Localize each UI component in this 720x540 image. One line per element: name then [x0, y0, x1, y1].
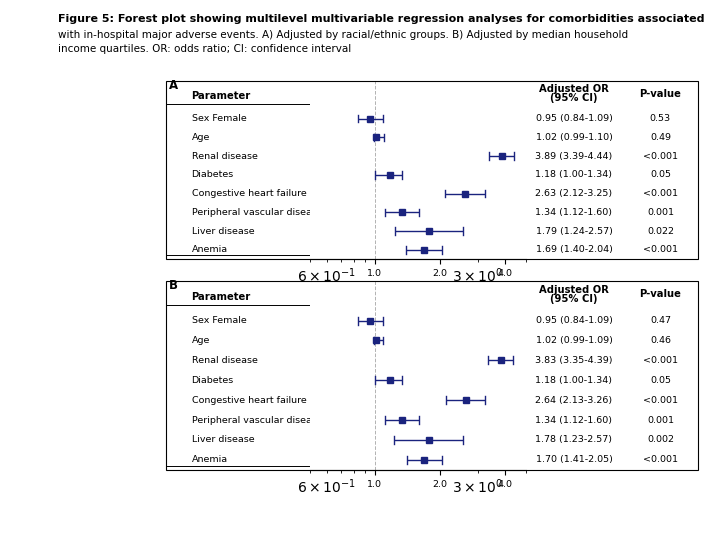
- Text: with in-hospital major adverse events. A) Adjusted by racial/ethnic groups. B) A: with in-hospital major adverse events. A…: [58, 30, 628, 40]
- Text: Parameter: Parameter: [192, 91, 251, 101]
- Text: Liver disease: Liver disease: [192, 227, 254, 235]
- Text: P-value: P-value: [639, 289, 681, 299]
- Text: Diabetes: Diabetes: [192, 170, 234, 179]
- Text: 0.05: 0.05: [650, 170, 671, 179]
- Text: Peripheral vascular disease: Peripheral vascular disease: [192, 416, 323, 424]
- Text: Parameter: Parameter: [192, 292, 251, 302]
- Text: Liver disease: Liver disease: [192, 435, 254, 444]
- Text: Diabetes: Diabetes: [192, 376, 234, 385]
- Text: 1.34 (1.12-1.60): 1.34 (1.12-1.60): [536, 208, 613, 217]
- Text: 0.95 (0.84-1.09): 0.95 (0.84-1.09): [536, 114, 613, 123]
- Text: Peripheral vascular disease: Peripheral vascular disease: [192, 208, 323, 217]
- Text: 1.78 (1.23-2.57): 1.78 (1.23-2.57): [536, 435, 613, 444]
- Text: Adjusted OR: Adjusted OR: [539, 84, 609, 94]
- Text: 1.02 (0.99-1.10): 1.02 (0.99-1.10): [536, 133, 613, 142]
- Text: Congestive heart failure: Congestive heart failure: [192, 189, 306, 198]
- Text: Adjusted OR: Adjusted OR: [539, 285, 609, 295]
- Text: 0.001: 0.001: [647, 208, 674, 217]
- Text: <0.001: <0.001: [643, 396, 678, 404]
- Text: Renal disease: Renal disease: [192, 152, 257, 160]
- Text: (95% CI): (95% CI): [550, 294, 598, 303]
- Text: 1.18 (1.00-1.34): 1.18 (1.00-1.34): [536, 376, 613, 385]
- Text: 1.02 (0.99-1.09): 1.02 (0.99-1.09): [536, 336, 613, 345]
- Text: Anemia: Anemia: [192, 455, 228, 464]
- Text: B: B: [168, 279, 177, 292]
- Text: 1.70 (1.41-2.05): 1.70 (1.41-2.05): [536, 455, 613, 464]
- Text: 1.18 (1.00-1.34): 1.18 (1.00-1.34): [536, 170, 613, 179]
- Text: 0.46: 0.46: [650, 336, 671, 345]
- Text: 1.79 (1.24-2.57): 1.79 (1.24-2.57): [536, 227, 613, 235]
- Text: (95% CI): (95% CI): [550, 93, 598, 103]
- Text: Figure 5: Forest plot showing multilevel multivariable regression analyses for c: Figure 5: Forest plot showing multilevel…: [58, 14, 704, 24]
- Text: <0.001: <0.001: [643, 356, 678, 365]
- Text: 1.69 (1.40-2.04): 1.69 (1.40-2.04): [536, 245, 613, 254]
- Text: 0.05: 0.05: [650, 376, 671, 385]
- Text: 0.49: 0.49: [650, 133, 671, 142]
- Text: 2.63 (2.12-3.25): 2.63 (2.12-3.25): [536, 189, 613, 198]
- Text: P-value: P-value: [639, 89, 681, 99]
- Text: Congestive heart failure: Congestive heart failure: [192, 396, 306, 404]
- Text: Age: Age: [192, 133, 210, 142]
- Text: 0.53: 0.53: [650, 114, 671, 123]
- Text: 0.95 (0.84-1.09): 0.95 (0.84-1.09): [536, 316, 613, 325]
- Text: 3.89 (3.39-4.44): 3.89 (3.39-4.44): [536, 152, 613, 160]
- Text: 0.002: 0.002: [647, 435, 674, 444]
- Text: 0.47: 0.47: [650, 316, 671, 325]
- Text: <0.001: <0.001: [643, 245, 678, 254]
- Text: 3.83 (3.35-4.39): 3.83 (3.35-4.39): [535, 356, 613, 365]
- Text: Anemia: Anemia: [192, 245, 228, 254]
- Text: Age: Age: [192, 336, 210, 345]
- Text: 2.64 (2.13-3.26): 2.64 (2.13-3.26): [536, 396, 613, 404]
- Text: <0.001: <0.001: [643, 455, 678, 464]
- Text: 0.022: 0.022: [647, 227, 674, 235]
- Text: A: A: [168, 79, 178, 92]
- Text: Renal disease: Renal disease: [192, 356, 257, 365]
- Text: Sex Female: Sex Female: [192, 114, 246, 123]
- Text: <0.001: <0.001: [643, 189, 678, 198]
- Text: 0.001: 0.001: [647, 416, 674, 424]
- Text: <0.001: <0.001: [643, 152, 678, 160]
- Text: 1.34 (1.12-1.60): 1.34 (1.12-1.60): [536, 416, 613, 424]
- Text: income quartiles. OR: odds ratio; CI: confidence interval: income quartiles. OR: odds ratio; CI: co…: [58, 44, 351, 55]
- Text: Sex Female: Sex Female: [192, 316, 246, 325]
